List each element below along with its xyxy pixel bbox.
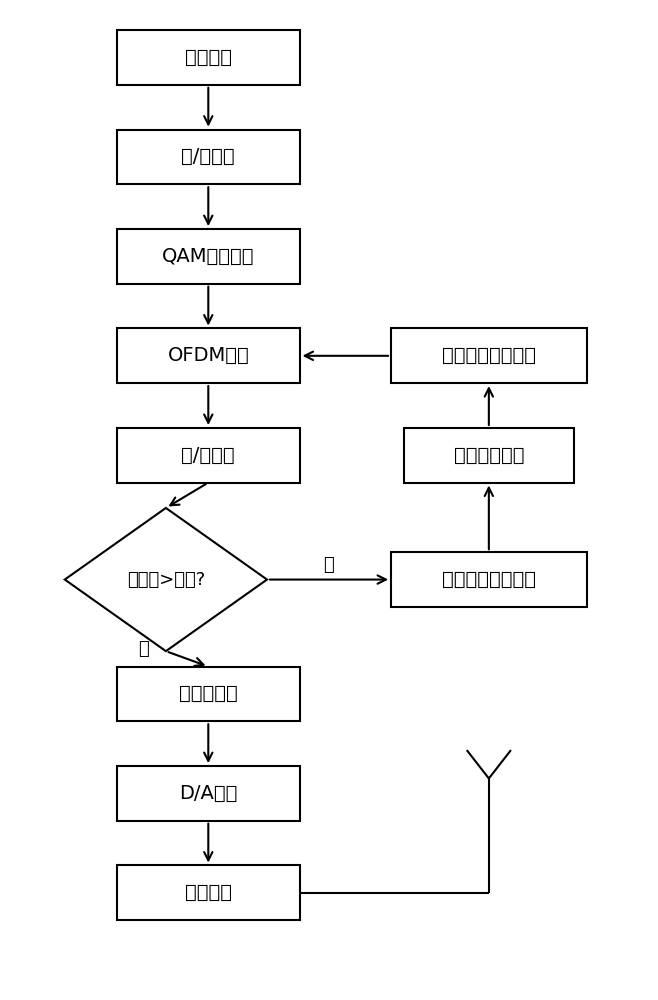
FancyBboxPatch shape	[117, 130, 299, 184]
FancyBboxPatch shape	[117, 667, 299, 721]
FancyBboxPatch shape	[117, 428, 299, 483]
Text: OFDM调制: OFDM调制	[167, 346, 249, 365]
Text: 否: 否	[138, 640, 149, 658]
FancyBboxPatch shape	[391, 552, 587, 607]
Text: 载波预留信号合并: 载波预留信号合并	[442, 346, 536, 365]
FancyBboxPatch shape	[117, 328, 299, 383]
Text: 并/串变换: 并/串变换	[182, 446, 235, 465]
FancyBboxPatch shape	[117, 229, 299, 284]
Text: 获取最优步长: 获取最优步长	[453, 446, 524, 465]
FancyBboxPatch shape	[391, 328, 587, 383]
Text: 滤波获取残留信号: 滤波获取残留信号	[442, 570, 536, 589]
FancyBboxPatch shape	[404, 428, 574, 483]
Text: 发送信号: 发送信号	[185, 48, 232, 67]
Text: 峰均比>门限?: 峰均比>门限?	[127, 571, 205, 589]
Text: D/A转换: D/A转换	[179, 784, 238, 803]
FancyBboxPatch shape	[117, 766, 299, 821]
Text: QAM星座映射: QAM星座映射	[162, 247, 255, 266]
Text: 加循环前缀: 加循环前缀	[179, 684, 238, 703]
FancyBboxPatch shape	[117, 865, 299, 920]
FancyBboxPatch shape	[117, 30, 299, 85]
Polygon shape	[64, 508, 267, 651]
Text: 串/并变换: 串/并变换	[182, 147, 235, 166]
Text: 射频放大: 射频放大	[185, 883, 232, 902]
Text: 是: 是	[324, 556, 334, 574]
